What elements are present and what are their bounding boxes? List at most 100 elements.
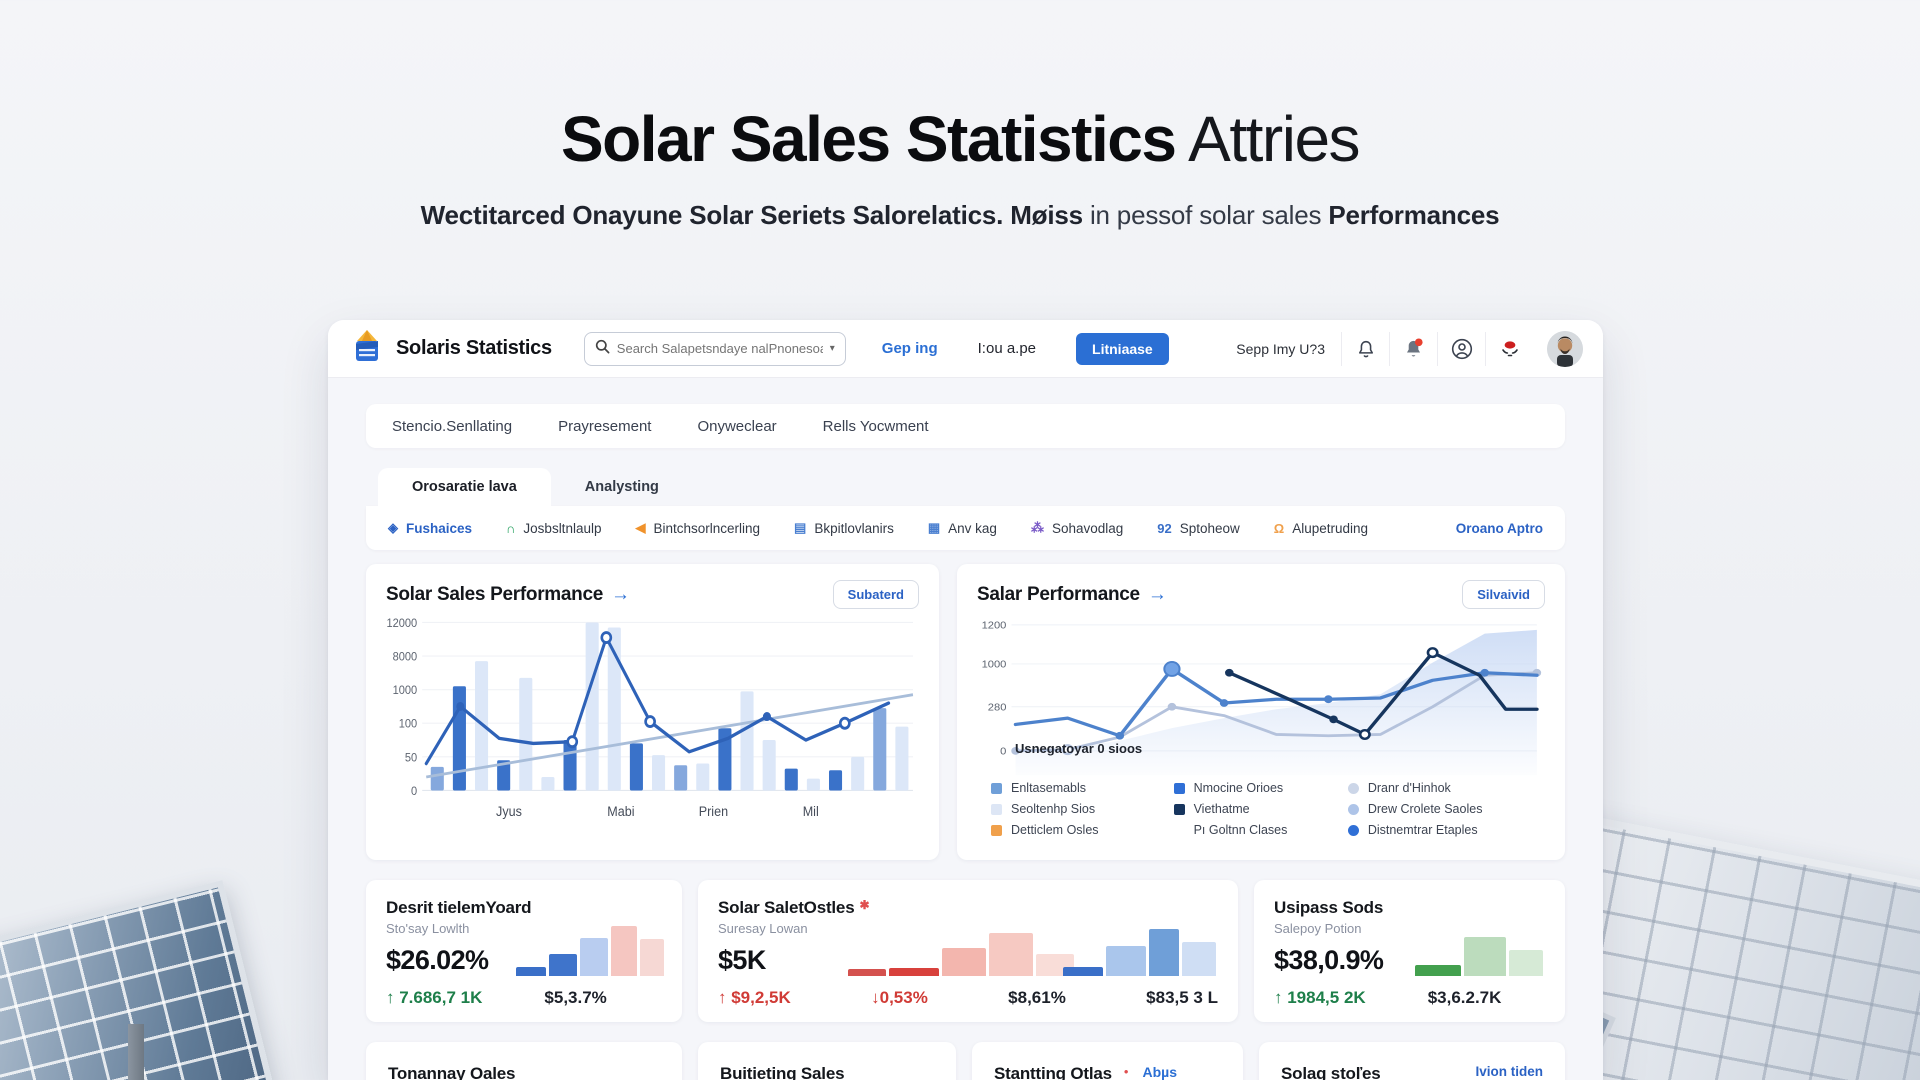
app-logo-icon — [348, 327, 386, 370]
mini-bar-chart-green — [1415, 908, 1543, 976]
mini-bar — [640, 939, 664, 976]
primary-tab-1[interactable]: Prayresement — [558, 417, 652, 435]
subtitle-part-2: in pessof solar sales — [1082, 200, 1329, 230]
mini-bar — [1106, 946, 1146, 976]
charts-row: Solar Sales Performance → Subaterd 12000 8… — [366, 564, 1565, 860]
bottom-card-link[interactable]: Abµs — [1142, 1064, 1177, 1080]
stat-secondary: $3,6.2.7K — [1427, 988, 1502, 1007]
legend-label: Distnemtrar Etaples — [1367, 823, 1478, 837]
bottom-card-title: Tonannay Oales — [388, 1064, 516, 1080]
icon-tab-1[interactable]: ∩ Josbsltnlaulp — [506, 521, 601, 536]
user-text: Sepp Imy U?3 — [1236, 340, 1325, 357]
user-avatar[interactable] — [1547, 330, 1583, 367]
hero-section: Solar Sales Statistics Attries Wectitarc… — [0, 0, 1920, 231]
mini-bar — [848, 969, 886, 976]
arch-icon: ∩ — [506, 520, 516, 536]
legend-swatch — [991, 782, 1002, 794]
cluster-icon: ⁂ — [1030, 520, 1044, 535]
legend-item-7: Pı Goltnn Clases — [1174, 823, 1340, 837]
legend-item-3: Seoltenhp Sios — [991, 802, 1166, 816]
dashboard-window: Solaris Statistics ▾ Gep ing I:ou a.pe L… — [328, 320, 1603, 1080]
mini-bar — [1509, 950, 1543, 976]
bell-filled-notification-icon[interactable] — [1389, 331, 1437, 366]
icon-tab-bar: ◈ Fushaices ∩ Josbsltnlaulp ◀ Bintchsorlncerl… — [366, 506, 1565, 550]
nav-cta-button[interactable]: Litniaase — [1076, 332, 1169, 365]
icon-tab-2[interactable]: ◀ Bintchsorlncerling — [635, 520, 760, 536]
secondary-tab-bar: Orosaratie lava Analysting — [366, 468, 1565, 506]
mini-bar — [1149, 928, 1179, 976]
document-icon: ▤ — [794, 520, 807, 535]
brand[interactable]: Solaris Statistics — [348, 327, 552, 370]
search-icon — [595, 339, 610, 359]
icon-tab-5[interactable]: ⁂ Sohavodlag — [1031, 520, 1123, 536]
diamond-icon: ◈ — [388, 520, 398, 535]
icon-tab-label: Bkpitlovlanirs — [814, 520, 894, 536]
red-cap-user-icon[interactable] — [1485, 331, 1533, 366]
profile-circle-icon[interactable] — [1437, 331, 1485, 366]
primary-tab-0[interactable]: Stencio.Senllating — [392, 417, 513, 435]
svg-text:1000: 1000 — [982, 659, 1007, 670]
stat-card-usipass: Usipass Sods Salepoy Potion $38,0.9% ↑ 1… — [1254, 880, 1565, 1022]
mini-bar — [1063, 967, 1103, 976]
stat-bottom-row: ↑ 7.686,7 1K $5,3.7% — [386, 988, 662, 1008]
salar-performance-line-chart: 1200 1000 280 0 — [982, 620, 1542, 776]
bell-outline-icon[interactable] — [1341, 331, 1389, 366]
legend-swatch — [1173, 782, 1185, 794]
bottom-card-link-right[interactable]: Ivion tiden — [1475, 1064, 1544, 1079]
legend-item-1: Nmocine Orioes — [1173, 781, 1340, 795]
legend-label: Pı Goltnn Clases — [1193, 823, 1288, 837]
mini-bar — [516, 966, 546, 976]
tab-orosaratie-lava[interactable]: Orosaratie lava — [378, 468, 551, 506]
icon-tab-6[interactable]: 92 Sptoheow — [1157, 521, 1240, 536]
nav-link-secondary[interactable]: I:ou a.pe — [977, 340, 1037, 357]
icon-tab-label: Sohavodlag — [1051, 520, 1124, 536]
page-title-suffix: Attries — [1175, 103, 1360, 175]
icon-tab-7[interactable]: Ω Alupetruding — [1274, 521, 1368, 536]
svg-text:0: 0 — [411, 784, 418, 798]
svg-text:1000: 1000 — [393, 684, 418, 698]
solar-panel-pole — [128, 1024, 144, 1080]
stat-subtitle: Salepoy Potion — [1274, 921, 1362, 936]
primary-tab-2[interactable]: Onyweclear — [697, 417, 777, 435]
icon-tab-label: Josbsltnlaulp — [523, 520, 602, 536]
red-asterisk-icon: ✱ — [859, 898, 870, 912]
mini-bar-chart-blue — [516, 910, 664, 976]
tab-analysting[interactable]: Analysting — [584, 479, 659, 495]
arrow-right-icon: → — [611, 583, 630, 605]
icon-tab-0[interactable]: ◈ Fushaices — [388, 520, 472, 536]
svg-text:50: 50 — [405, 751, 418, 765]
mini-bar — [1464, 936, 1506, 976]
bottom-card-0: Tonannay Oales — [366, 1042, 682, 1080]
mini-bar-chart-blue — [1063, 902, 1216, 976]
subtitle-part-3: Performances — [1328, 200, 1500, 230]
search-bar[interactable]: ▾ — [583, 331, 846, 366]
bottom-cards-row: Tonannay Oales Buitieting Sales Stantting … — [366, 1042, 1565, 1080]
salar-performance-card: Salar Performance → Silvaivid 1200 1000 280… — [957, 564, 1565, 860]
stat-card-solar-salet: Solar SaletOstles ✱ Suresay Lowan $5K ↑ $… — [698, 880, 1238, 1022]
icon-tab-4[interactable]: ▦ Anv kag — [928, 520, 997, 536]
mini-bar — [580, 937, 608, 976]
right-chart-button[interactable]: Silvaivid — [1462, 580, 1545, 609]
stat-secondary: $5,3.7% — [544, 988, 607, 1007]
icon-tab-3[interactable]: ▤ Bkpitlovlanirs — [794, 520, 894, 536]
stat-bottom-row: ↑ $9,2,5K ↓0,53% $8,61% $83,5 3 L — [718, 988, 1218, 1008]
mini-bar-chart-red — [848, 906, 1074, 976]
nav-link-primary[interactable]: Gep ing — [881, 340, 938, 357]
primary-tab-3[interactable]: Rells Yocwment — [822, 417, 929, 435]
svg-text:0: 0 — [1000, 746, 1006, 757]
grid-icon: ▦ — [927, 520, 941, 535]
bottom-card-1: Buitieting Sales — [698, 1042, 956, 1080]
left-chart-button[interactable]: Subaterd — [832, 580, 919, 609]
bottom-card-2: Stantting Otlas • Abµs — [972, 1042, 1243, 1080]
svg-text:Mil: Mil — [803, 804, 819, 820]
dashboard-content: Stencio.Senllating Prayresement Onyweclear… — [328, 378, 1603, 1080]
search-input[interactable] — [616, 341, 823, 356]
stat-metric-2: $8,61% — [1008, 988, 1066, 1007]
search-dropdown-caret-icon[interactable]: ▾ — [829, 343, 835, 354]
page-subtitle: Wectitarced Onayune Solar Seriets Salore… — [0, 200, 1920, 231]
bottom-card-title: Stantting Otlas — [994, 1064, 1112, 1080]
icon-tabs-right-link[interactable]: Oroano Aptro — [1455, 520, 1543, 536]
solar-panel-photo-left — [0, 880, 281, 1080]
stat-title: Usipass Sods — [1274, 898, 1384, 917]
left-chart-title: Solar Sales Performance → — [386, 583, 630, 605]
